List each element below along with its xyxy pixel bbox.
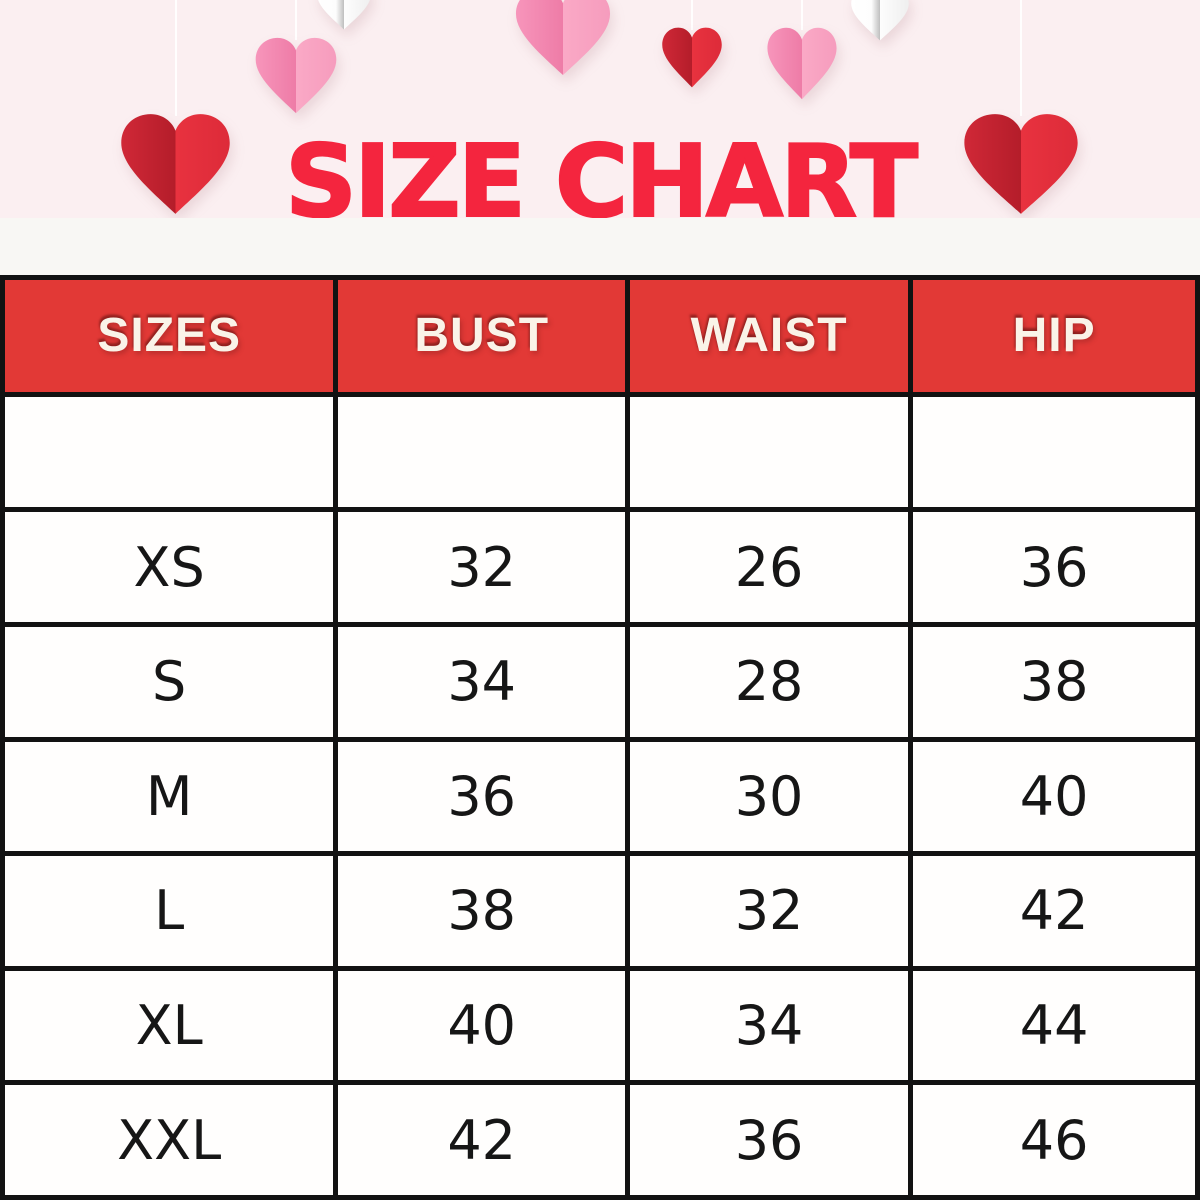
heart-string (175, 0, 177, 116)
hip-cell: 42 (908, 851, 1200, 971)
size-cell: XL (0, 965, 339, 1086)
bust-cell: 38 (333, 851, 630, 971)
empty-cell (333, 391, 630, 513)
size-cell: XXL (0, 1080, 339, 1200)
waist-cell: 26 (624, 507, 914, 627)
table-header-row: SIZES BUST WAIST HIP (0, 275, 1200, 397)
hip-cell: 46 (908, 1080, 1200, 1200)
hip-cell: 36 (908, 507, 1200, 627)
hip-cell: 44 (908, 965, 1200, 1086)
heart-string (801, 0, 803, 30)
heart-string (691, 0, 693, 30)
hip-cell: 40 (908, 736, 1200, 857)
white-paper-heart-icon (316, 0, 372, 30)
bust-cell: 36 (333, 736, 630, 857)
size-cell: S (0, 621, 339, 742)
pink-paper-heart-icon (766, 27, 838, 100)
bust-cell: 42 (333, 1080, 630, 1200)
empty-spacer-row (0, 391, 1200, 513)
empty-cell (908, 391, 1200, 513)
table-row-xl: XL 40 34 44 (0, 965, 1200, 1086)
waist-cell: 32 (624, 851, 914, 971)
pink-paper-heart-icon (514, 0, 612, 76)
empty-cell (624, 391, 914, 513)
size-cell: L (0, 851, 339, 971)
bust-cell: 40 (333, 965, 630, 1086)
size-chart-table: SIZES BUST WAIST HIP XS 32 26 36 S 34 28 (0, 275, 1200, 1200)
size-cell: M (0, 736, 339, 857)
table-row-xs: XS 32 26 36 (0, 507, 1200, 627)
heart-string (1020, 0, 1022, 116)
white-paper-heart-icon (850, 0, 910, 41)
banner-table-gap (0, 218, 1200, 275)
size-cell: XS (0, 507, 339, 627)
bust-cell: 34 (333, 621, 630, 742)
hip-cell: 38 (908, 621, 1200, 742)
table-row-m: M 36 30 40 (0, 736, 1200, 857)
waist-cell: 36 (624, 1080, 914, 1200)
waist-cell: 30 (624, 736, 914, 857)
table-row-l: L 38 32 42 (0, 851, 1200, 971)
page-title: SIZE CHART (284, 123, 919, 219)
column-header-hip: HIP (908, 275, 1200, 397)
bust-cell: 32 (333, 507, 630, 627)
table-row-s: S 34 28 38 (0, 621, 1200, 742)
valentine-banner: SIZE CHART (0, 0, 1200, 218)
table-row-xxl: XXL 42 36 46 (0, 1080, 1200, 1200)
waist-cell: 28 (624, 621, 914, 742)
column-header-sizes: SIZES (0, 275, 339, 397)
column-header-waist: WAIST (624, 275, 914, 397)
pink-paper-heart-icon (254, 37, 338, 114)
column-header-bust: BUST (333, 275, 630, 397)
empty-cell (0, 391, 339, 513)
red-paper-heart-icon (661, 27, 723, 88)
heart-string (295, 0, 297, 40)
waist-cell: 34 (624, 965, 914, 1086)
